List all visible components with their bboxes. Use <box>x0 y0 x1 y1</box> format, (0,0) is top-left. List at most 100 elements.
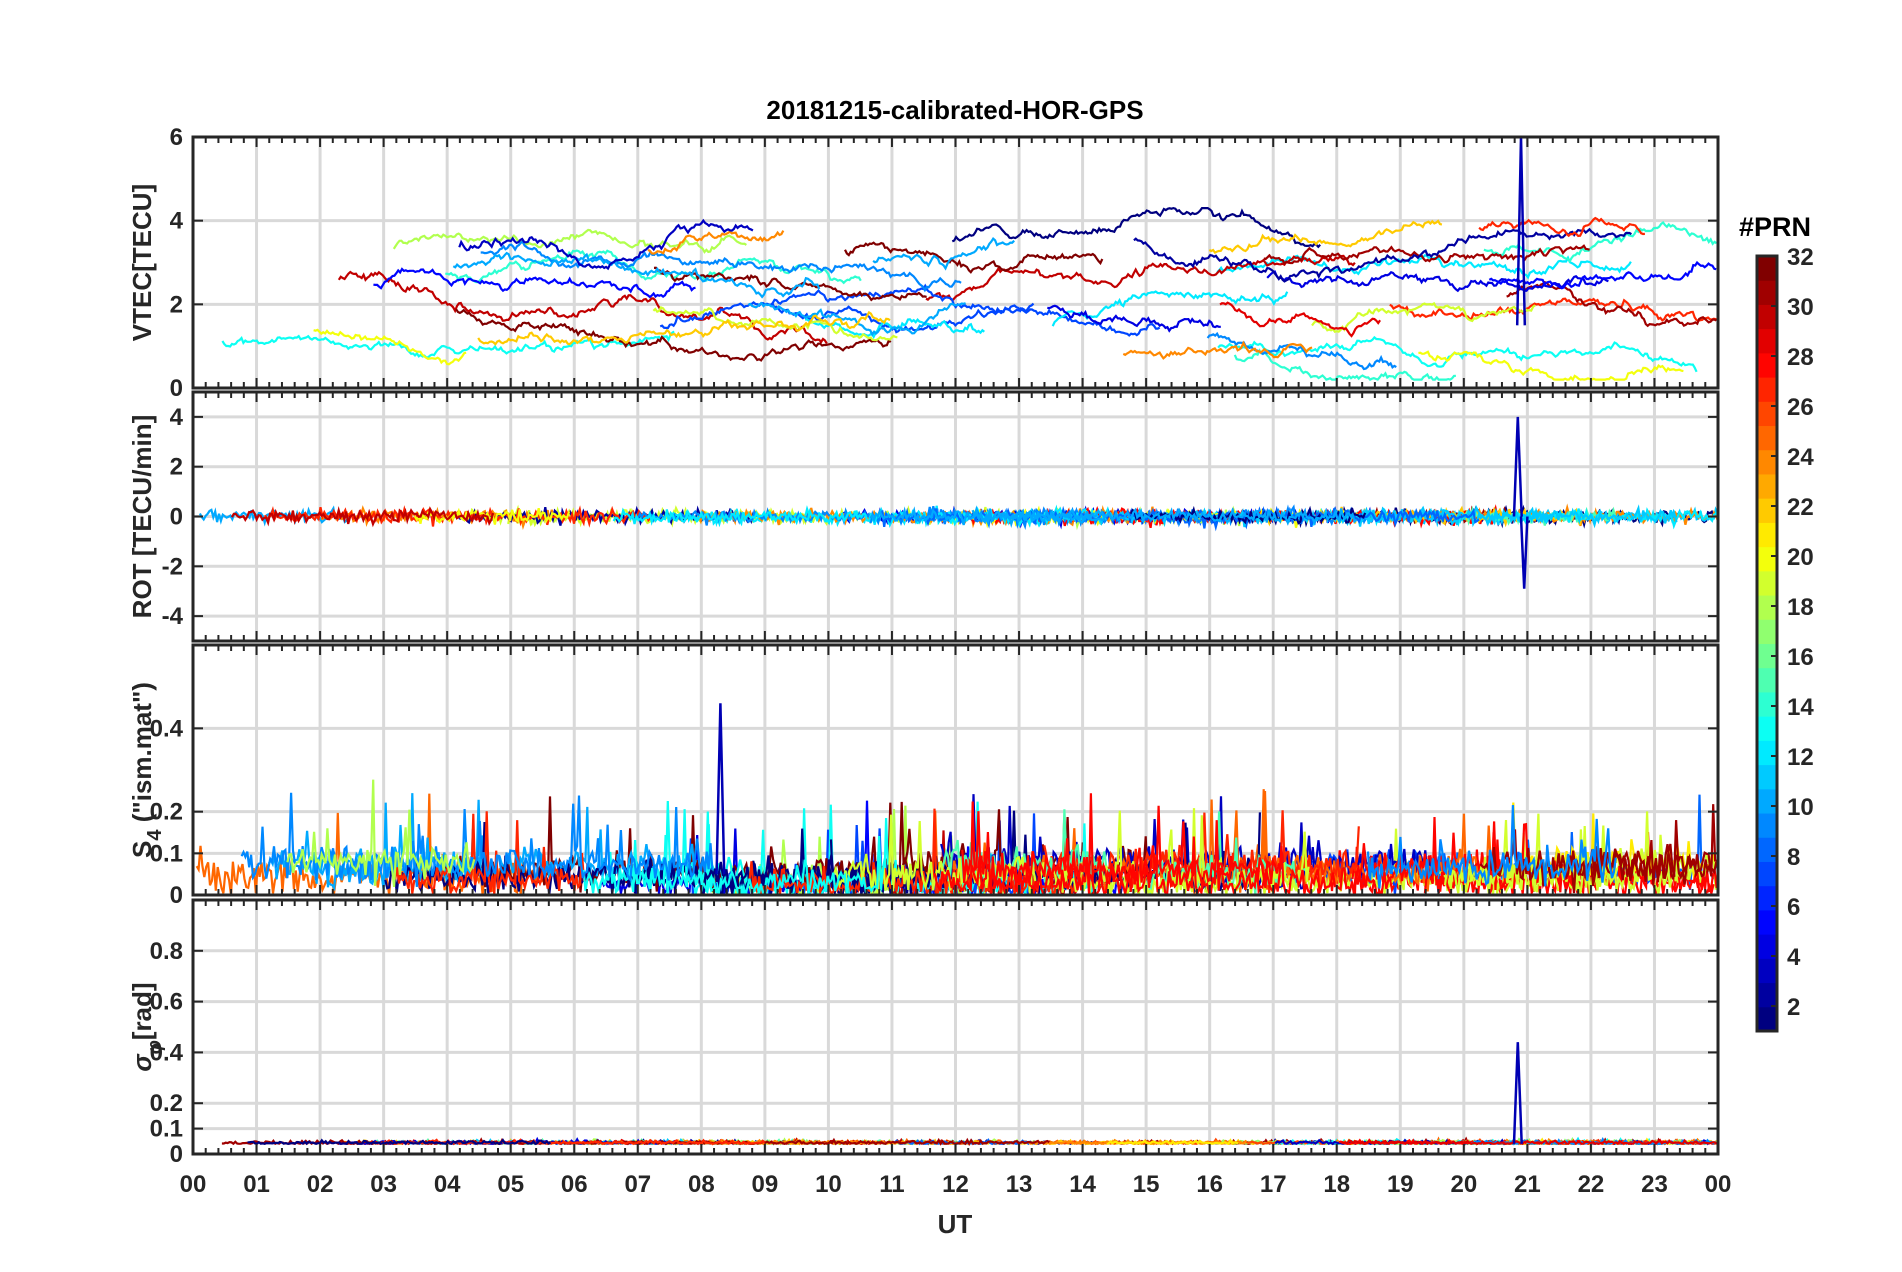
x-tick-label: 22 <box>1578 1171 1605 1198</box>
prn-trace <box>1506 280 1717 328</box>
prn-trace <box>1423 816 1718 895</box>
axes-frame <box>191 390 1720 643</box>
prn-trace <box>1266 270 1609 293</box>
prn-trace <box>844 241 1104 274</box>
prn-trace <box>951 206 1321 249</box>
colorbar-tick-label: 14 <box>1787 694 1814 721</box>
y-tick-label: 2 <box>170 291 183 318</box>
y-axis-label-sub: φ <box>144 1040 166 1054</box>
colorbar-tick-label: 22 <box>1787 494 1814 521</box>
panel-3: 00.10.20.4S4 ("ism.mat") <box>127 643 1720 909</box>
prn-trace <box>869 506 1358 529</box>
prn-trace <box>1216 254 1632 280</box>
prn-trace <box>394 811 591 895</box>
y-tick-label: 4 <box>170 208 184 235</box>
y-axis-label: VTEC[TECU] <box>127 184 157 341</box>
y-axis-label-main: S <box>127 841 157 858</box>
x-tick-label: 16 <box>1196 1171 1223 1198</box>
colorbar-tick-label: 6 <box>1787 894 1800 921</box>
colorbar-tick-label: 8 <box>1787 844 1800 871</box>
prn-trace <box>933 793 1395 895</box>
colorbar-tick-label: 16 <box>1787 644 1814 671</box>
prn-trace <box>1488 260 1717 290</box>
prn-trace <box>452 251 821 299</box>
colorbar-segment <box>1757 522 1777 548</box>
colorbar-tick-label: 4 <box>1787 944 1801 971</box>
x-tick-label: 10 <box>815 1171 842 1198</box>
prn-trace <box>582 809 886 895</box>
prn-trace <box>1133 227 1632 283</box>
y-tick-label: 0.4 <box>150 1039 184 1066</box>
colorbar-tick-label: 28 <box>1787 344 1814 371</box>
panel-2: -4 -2 0 2 4 ROT [TECU/min] <box>127 390 1720 643</box>
series-group <box>198 416 1718 589</box>
y-tick-label: 0.6 <box>150 989 183 1016</box>
prn-trace <box>961 805 1282 895</box>
x-tick-label: 19 <box>1387 1171 1414 1198</box>
y-tick-label: 0.2 <box>150 1090 183 1117</box>
colorbar-segment <box>1757 425 1777 451</box>
prn-trace <box>1047 304 1221 333</box>
peak-mark <box>1512 416 1523 517</box>
y-tick-label: -2 <box>162 553 183 580</box>
colorbar-tick-label: 18 <box>1787 594 1814 621</box>
prn-trace <box>1311 301 1536 333</box>
prn-trace <box>477 310 891 346</box>
colorbar-segment <box>1757 837 1777 862</box>
peak-mark <box>1512 1042 1523 1144</box>
y-tick-label: 0 <box>170 882 183 909</box>
colorbar-segment <box>1757 595 1777 620</box>
prn-trace <box>286 779 476 888</box>
prn-trace <box>1233 348 1456 381</box>
y-tick-label: 0 <box>170 504 183 531</box>
colorbar-segment <box>1757 691 1777 717</box>
prn-trace <box>1418 350 1684 382</box>
y-tick-label: 0 <box>170 1141 183 1168</box>
prn-trace <box>230 505 495 528</box>
colorbar-segment <box>1757 377 1777 402</box>
prn-trace <box>480 240 962 293</box>
prn-trace <box>925 254 1356 302</box>
colorbar-segment <box>1757 716 1777 741</box>
y-tick-label: 0.1 <box>150 1116 183 1143</box>
x-tick-label: 04 <box>434 1171 461 1198</box>
prn-trace <box>198 505 350 527</box>
prn-trace <box>1106 1138 1239 1146</box>
axes-frame <box>191 643 1720 897</box>
x-tick-label: 12 <box>942 1171 969 1198</box>
prn-trace <box>392 228 747 254</box>
prn-trace <box>1122 340 1313 360</box>
colorbar-title: #PRN <box>1739 212 1811 242</box>
colorbar-frame <box>1755 254 1779 1033</box>
chart-title: 20181215-calibrated-HOR-GPS <box>766 95 1143 125</box>
x-tick-label: 01 <box>243 1171 270 1198</box>
colorbar-tick-label: 30 <box>1787 294 1814 321</box>
y-tick-label: 0 <box>170 375 183 402</box>
y-axis-label-main: σ <box>127 1053 157 1072</box>
x-tick-label: 14 <box>1069 1171 1096 1198</box>
colorbar-segment <box>1757 982 1777 1008</box>
colorbar-segment <box>1757 546 1777 572</box>
series-group <box>195 703 1718 895</box>
x-tick-label: 18 <box>1323 1171 1350 1198</box>
colorbar-segment <box>1757 1006 1777 1032</box>
x-tick-label: 05 <box>497 1171 524 1198</box>
x-tick-label: 00 <box>1705 1171 1732 1198</box>
colorbar-segment <box>1757 328 1777 354</box>
colorbar-segment <box>1757 934 1777 959</box>
axes-frame <box>191 135 1720 390</box>
x-tick-label: 20 <box>1450 1171 1477 1198</box>
colorbar-segment <box>1757 401 1777 427</box>
y-axis-label-rest: ("ism.mat") <box>127 682 157 829</box>
colorbar-segment <box>1757 256 1777 281</box>
y-tick-label: 0.4 <box>150 715 184 742</box>
prn-trace <box>1208 219 1443 255</box>
x-tick-label: 02 <box>307 1171 334 1198</box>
y-axis-label: S4 ("ism.mat") <box>127 682 166 858</box>
x-tick-label: 09 <box>752 1171 779 1198</box>
x-tick-label: 03 <box>370 1171 397 1198</box>
x-tick-label: 06 <box>561 1171 588 1198</box>
x-tick-label: 21 <box>1514 1171 1541 1198</box>
axes-frame <box>191 898 1720 1156</box>
colorbar-segment <box>1757 643 1777 669</box>
